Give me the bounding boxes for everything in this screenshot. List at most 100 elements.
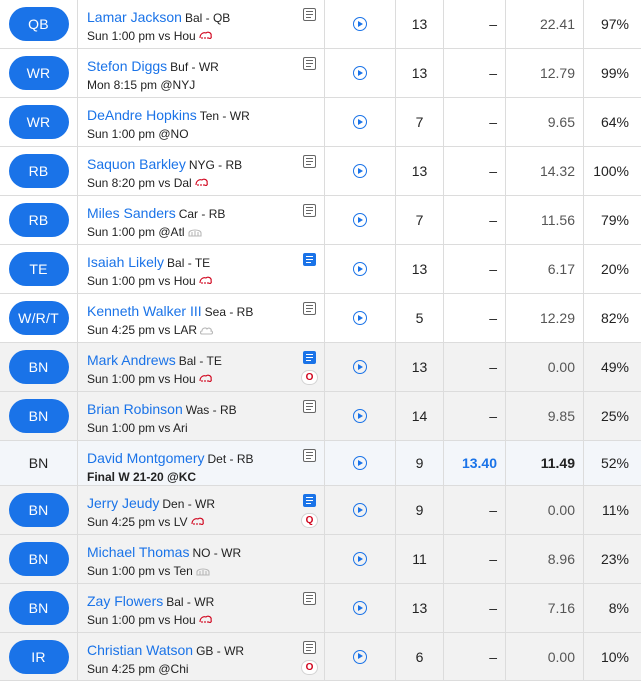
player-name-link[interactable]: Jerry Jeudy <box>87 495 160 511</box>
video-cell <box>325 633 396 680</box>
video-cell <box>325 245 396 293</box>
projected-points-value: 14.32 <box>539 163 575 179</box>
slot-button[interactable]: BN <box>8 591 69 625</box>
slot-button[interactable]: QB <box>8 7 69 41</box>
video-cell <box>325 343 396 391</box>
actual-points-value: – <box>489 359 497 375</box>
slot-button[interactable]: RB <box>8 154 69 188</box>
player-name-link[interactable]: Saquon Barkley <box>87 156 186 172</box>
slot-button[interactable]: TE <box>8 252 69 286</box>
percent-started: 97% <box>600 16 629 32</box>
projected-points: 7.16 <box>506 584 584 632</box>
player-note-icon[interactable] <box>303 253 316 266</box>
player-cell: Lamar Jackson Bal - QB Sun 1:00 pm vs Hou <box>78 0 325 48</box>
game-time: Sun 4:25 pm vs LV <box>87 515 188 529</box>
projected-points: 12.79 <box>506 49 584 97</box>
actual-points: – <box>444 486 506 534</box>
slot-button[interactable]: RB <box>8 203 69 237</box>
player-name-link[interactable]: David Montgomery <box>87 450 205 466</box>
play-icon[interactable] <box>353 115 367 129</box>
play-icon[interactable] <box>353 66 367 80</box>
table-row: RB Saquon Barkley NYG - RB Sun 8:20 pm vs D… <box>0 147 641 196</box>
slot-button[interactable]: WR <box>8 56 69 90</box>
percent-started: 82% <box>600 310 629 326</box>
player-note-icon[interactable] <box>303 302 316 315</box>
player-name-line: Miles Sanders Car - RB <box>87 205 324 223</box>
actual-points: – <box>444 196 506 244</box>
player-name-link[interactable]: Mark Andrews <box>87 352 176 368</box>
actual-points-value[interactable]: 13.40 <box>461 455 497 471</box>
table-row: TE Isaiah Likely Bal - TE Sun 1:00 pm vs Ho… <box>0 245 641 294</box>
player-note-icon[interactable] <box>303 592 316 605</box>
slot-button[interactable]: IR <box>8 639 69 674</box>
play-icon[interactable] <box>353 360 367 374</box>
play-icon[interactable] <box>353 503 367 517</box>
game-time: Sun 1:00 pm vs Ten <box>87 564 193 578</box>
slot-button[interactable]: BN <box>8 399 69 433</box>
play-icon[interactable] <box>353 213 367 227</box>
table-row: W/R/T Kenneth Walker III Sea - RB Sun 4:25 … <box>0 294 641 343</box>
game-time: Sun 8:20 pm vs Dal <box>87 176 192 190</box>
player-note-icon[interactable] <box>303 155 316 168</box>
actual-points-value: – <box>489 16 497 32</box>
player-note-icon[interactable] <box>303 351 316 364</box>
play-icon[interactable] <box>353 164 367 178</box>
game-time: Mon 8:15 pm @NYJ <box>87 78 196 92</box>
player-note-icon[interactable] <box>303 449 316 462</box>
opponent-rank: 13 <box>396 343 444 391</box>
play-icon[interactable] <box>353 311 367 325</box>
slot-button[interactable]: WR <box>8 105 69 139</box>
player-note-icon[interactable] <box>303 400 316 413</box>
player-name-line: Zay Flowers Bal - WR <box>87 593 324 611</box>
game-time: Sun 1:00 pm @NO <box>87 127 189 141</box>
slot-cell: TE <box>0 245 78 293</box>
player-name-link[interactable]: Michael Thomas <box>87 544 190 560</box>
play-icon[interactable] <box>353 409 367 423</box>
play-icon[interactable] <box>353 17 367 31</box>
slot-button[interactable]: BN <box>8 542 69 576</box>
player-team-position: Det - RB <box>207 452 254 466</box>
player-note-icon[interactable] <box>303 641 316 654</box>
actual-points-value: – <box>489 65 497 81</box>
play-icon[interactable] <box>353 456 367 470</box>
player-note-icon[interactable] <box>303 204 316 217</box>
player-note-icon[interactable] <box>303 494 316 507</box>
actual-points: – <box>444 584 506 632</box>
opponent-rank: 13 <box>396 245 444 293</box>
player-name-link[interactable]: Miles Sanders <box>87 205 176 221</box>
slot-button[interactable]: W/R/T <box>8 301 69 335</box>
player-team-position: NYG - RB <box>188 158 243 172</box>
player-name-link[interactable]: DeAndre Hopkins <box>87 107 197 123</box>
player-name-link[interactable]: Stefon Diggs <box>87 58 168 74</box>
table-row: BN Brian Robinson Was - RB Sun 1:00 pm vs A… <box>0 392 641 441</box>
player-cell: Kenneth Walker III Sea - RB Sun 4:25 pm vs… <box>78 294 325 342</box>
player-note-icon[interactable] <box>303 8 316 21</box>
play-icon[interactable] <box>353 601 367 615</box>
slot-cell: BN <box>0 584 78 632</box>
slot-label[interactable]: BN <box>28 455 49 471</box>
player-name-link[interactable]: Zay Flowers <box>87 593 164 609</box>
opponent-rank: 7 <box>396 98 444 146</box>
projected-points-value: 11.49 <box>540 455 575 471</box>
game-info: Sun 1:00 pm vs Ari <box>87 421 324 435</box>
slot-cell: BN <box>0 343 78 391</box>
projected-points: 9.85 <box>506 392 584 440</box>
opponent-rank: 13 <box>396 0 444 48</box>
table-row: WR DeAndre Hopkins Ten - WR Sun 1:00 pm @NO… <box>0 98 641 147</box>
percent-started: 52% <box>600 455 629 471</box>
play-icon[interactable] <box>353 552 367 566</box>
play-icon[interactable] <box>353 649 367 664</box>
slot-button[interactable]: BN <box>8 350 69 384</box>
player-cell: Michael Thomas NO - WR Sun 1:00 pm vs Ten <box>78 535 325 583</box>
player-name-link[interactable]: Christian Watson <box>87 642 194 658</box>
player-name-link[interactable]: Brian Robinson <box>87 401 183 417</box>
slot-button[interactable]: BN <box>8 493 69 527</box>
player-name-link[interactable]: Kenneth Walker III <box>87 303 202 319</box>
player-note-icon[interactable] <box>303 57 316 70</box>
actual-points: – <box>444 147 506 195</box>
actual-points: – <box>444 49 506 97</box>
play-icon[interactable] <box>353 262 367 276</box>
player-name-link[interactable]: Isaiah Likely <box>87 254 165 270</box>
player-name-link[interactable]: Lamar Jackson <box>87 9 182 25</box>
